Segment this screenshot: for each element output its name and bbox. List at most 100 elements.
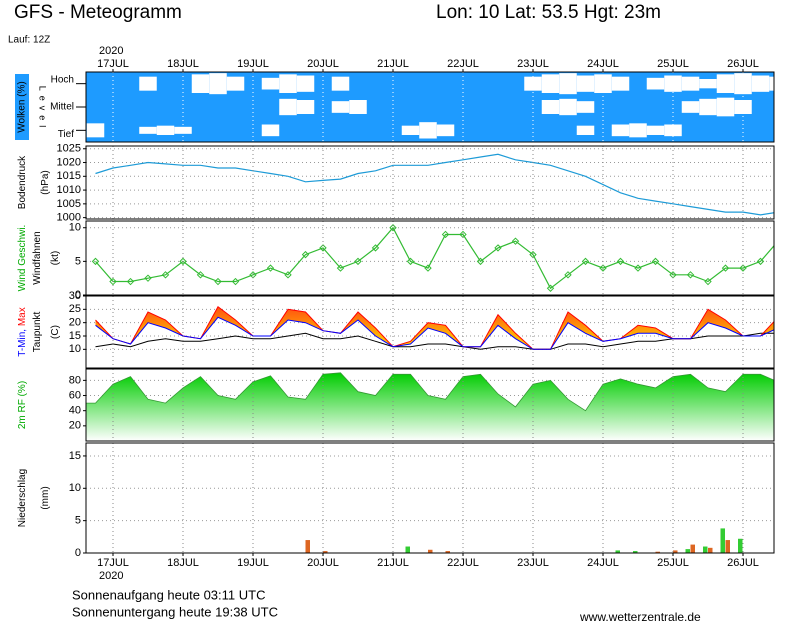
y-axis-label: Niederschlag: [17, 469, 28, 527]
cloud-cell: [419, 122, 437, 139]
y-axis-label: T-Min, Max: [17, 307, 28, 356]
run: Lauf: 12Z: [8, 35, 50, 46]
panel-frame: [85, 442, 775, 554]
marker: [354, 257, 362, 266]
y-tick-label: 5: [75, 255, 81, 267]
cloud-cell: [559, 98, 577, 116]
marker: [441, 230, 450, 239]
cloud-cell: [646, 125, 665, 135]
panel-frame: [85, 71, 775, 143]
x-tick-label-top: 22JUL: [447, 58, 479, 70]
y-tick-label: 10: [69, 343, 81, 355]
cloud-label-bg: [15, 74, 29, 140]
marker: [704, 277, 712, 286]
cloud-cell: [559, 73, 577, 95]
y-axis-label-part: Taupunkt: [32, 311, 43, 352]
panel-bg: [86, 221, 774, 295]
cloud-cell: [699, 98, 717, 116]
bar: [778, 536, 783, 553]
cloud-cell: [139, 76, 157, 91]
cloud-cell: [681, 76, 700, 91]
marker: [616, 257, 625, 266]
y-tick-label: 1000: [57, 212, 81, 224]
y-tick-label: 10: [69, 482, 81, 494]
marker: [546, 284, 555, 292]
x-tick-label-top: 26JUL: [727, 58, 759, 70]
x-tick-label-top: 19JUL: [237, 58, 269, 70]
x-tick-label-bottom: 20JUL: [307, 557, 339, 569]
x-tick-label-bottom: 21JUL: [377, 557, 409, 569]
y-axis-label: 2m RF (%): [17, 381, 28, 429]
cloud-cell: [751, 75, 770, 92]
x-tick-label-top: 21JUL: [377, 58, 409, 70]
y-axis-label: Windfahnen: [32, 231, 43, 284]
cloud-cell: [279, 74, 297, 93]
line: [95, 226, 774, 290]
marker: [511, 237, 520, 245]
panel-frame: [85, 145, 775, 220]
marker: [494, 244, 502, 252]
level-label: Hoch: [51, 74, 74, 85]
cloud-cell: [629, 123, 647, 138]
sunrise: Sonnenaufgang heute 03:11 UTC: [72, 587, 265, 602]
y-axis-label-part: Bodendruck: [17, 155, 28, 209]
year-top: 2020: [99, 45, 123, 57]
x-tick-label-bottom: 17JUL: [97, 557, 129, 569]
level-label: Mittel: [50, 102, 74, 113]
sunset: Sonnenuntergang heute 19:38 UTC: [72, 604, 278, 619]
y-tick-label: 15: [69, 450, 81, 462]
marker: [214, 277, 222, 286]
x-tick-label-bottom: 24JUL: [587, 557, 619, 569]
y-axis-label: Wind Geschwi.: [17, 225, 28, 292]
y-tick-label: 40: [69, 405, 81, 417]
cloud-cell: [174, 126, 192, 134]
y-tick-label: 1010: [57, 184, 81, 196]
marker: [634, 264, 642, 272]
panel-frame: [85, 220, 775, 296]
marker: [564, 271, 572, 279]
panel-bg: [86, 146, 774, 219]
marker: [126, 277, 135, 286]
y-tick-label: 1005: [57, 198, 81, 210]
plot-area: [86, 72, 783, 553]
y-tick-label: 60: [69, 389, 81, 401]
cloud-cell: [209, 73, 227, 95]
cloud-label: Wolken (%): [17, 81, 28, 133]
bar: [405, 546, 410, 553]
marker: [599, 264, 607, 272]
cloud-cell: [331, 101, 350, 113]
y-tick-label: 80: [69, 374, 81, 386]
marker: [161, 271, 170, 279]
x-tick-label-bottom: 26JUL: [727, 557, 759, 569]
cloud-cell: [349, 100, 367, 114]
marker: [196, 271, 205, 279]
y-tick-label: 20: [69, 317, 81, 329]
y-tick-label: 25: [69, 303, 81, 315]
marker: [109, 277, 117, 286]
bar: [738, 538, 743, 553]
y-tick-label: 0: [75, 289, 81, 301]
bar: [720, 528, 725, 553]
cloud-cell: [261, 124, 280, 137]
level-axis-label: Level: [38, 86, 48, 133]
bar: [685, 549, 690, 553]
cloud-cell: [156, 125, 175, 135]
cloud-cell: [646, 77, 665, 90]
x-tick-label-top: 20JUL: [307, 58, 339, 70]
y-tick-label: 1015: [57, 170, 81, 182]
y-axis-label: (C): [50, 325, 61, 339]
cloud-cell: [594, 74, 612, 93]
x-tick-label-bottom: 19JUL: [237, 557, 269, 569]
y-tick-label: 5: [75, 515, 81, 527]
cloud-cell: [524, 76, 542, 91]
marker: [721, 264, 730, 272]
cloud-cell: [576, 101, 595, 113]
cloud-cell: [541, 74, 560, 93]
title: GFS - Meteogramm: [14, 2, 182, 23]
marker: [336, 264, 345, 272]
marker: [284, 271, 292, 279]
cloud-cell: [296, 100, 315, 114]
y-tick-label: 20: [69, 420, 81, 432]
bar: [445, 551, 450, 553]
